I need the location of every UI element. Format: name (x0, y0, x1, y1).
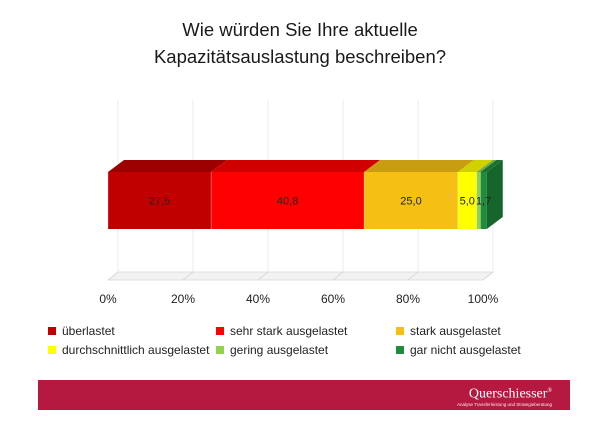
legend-label: durchschnittlich ausgelastet (62, 343, 210, 357)
legend-swatch (216, 327, 224, 335)
chart-title-line-2: Kapazitätsauslastung beschreiben? (153, 46, 447, 67)
bar-segment-top-sehr-stark-ausgelastet (211, 160, 381, 172)
data-label-stark-ausgelastet: 25,0 (400, 196, 421, 208)
legend-swatch (396, 327, 404, 335)
chart-title: Wie würden Sie Ihre aktuelle Kapazitätsa… (0, 16, 600, 70)
x-tick-label: 100% (468, 292, 499, 306)
bar-segment-top-gering-ausgelastet (476, 160, 497, 172)
legend-label: gar nicht ausgelastet (410, 343, 521, 357)
bar-segment-top-gar-nicht-ausgelastet (480, 160, 503, 172)
legend-item-durchschnittlich-ausgelastet: durchschnittlich ausgelastet (48, 343, 216, 357)
data-label-sehr-stark-ausgelastet: 40,8 (277, 196, 298, 208)
bar-side-face (486, 160, 503, 229)
legend-swatch (396, 346, 404, 354)
floor-gridline (332, 271, 344, 281)
legend-label: stark ausgelastet (410, 324, 501, 338)
bar-segment-stark-ausgelastet (364, 172, 458, 229)
chart-title-line-1: Wie würden Sie Ihre aktuelle (182, 19, 418, 40)
chart-legend: überlastet sehr stark ausgelastet stark au… (48, 324, 588, 357)
legend-item-ueberlastet: überlastet (48, 324, 216, 338)
legend-label: gering ausgelastet (230, 343, 329, 357)
legend-swatch (48, 327, 56, 335)
bar-segment-gering-ausgelastet (476, 172, 481, 229)
legend-label: überlastet (62, 324, 115, 338)
floor-gridline (257, 271, 269, 281)
legend-item-sehr-stark-ausgelastet: sehr stark ausgelastet (216, 324, 396, 338)
legend-label: sehr stark ausgelastet (230, 324, 348, 338)
querschiesser-logo: Querschiesser® Analyse Transferleistung … (457, 384, 552, 408)
legend-item-stark-ausgelastet: stark ausgelastet (396, 324, 576, 338)
logo-text: Querschiesser (468, 386, 548, 402)
x-tick-label: 80% (396, 292, 420, 306)
data-label-ueberlastet: 27,5 (149, 196, 170, 208)
bar-segment-top-durchschnittlich-ausgelastet (457, 160, 493, 172)
logo-registered-mark: ® (547, 388, 552, 394)
legend-swatch (216, 346, 224, 354)
floor-gridline (107, 271, 119, 281)
data-label-durchschnittlich-ausgelastet: 5,0 (460, 196, 475, 208)
bar-segment-ueberlastet (108, 172, 212, 229)
logo-subtitle: Analyse Transferleistung und Strategiebe… (456, 401, 552, 407)
data-label-gar-nicht-ausgelastet: 1,7 (476, 196, 491, 208)
legend-item-gar-nicht-ausgelastet: gar nicht ausgelastet (396, 343, 576, 357)
x-tick-label: 40% (246, 292, 270, 306)
legend-item-gering-ausgelastet: gering ausgelastet (216, 343, 396, 357)
floor-gridline (407, 271, 419, 281)
bar-segment-durchschnittlich-ausgelastet (457, 172, 477, 229)
bar-segment-top-stark-ausgelastet (364, 160, 474, 172)
x-tick-label: 20% (171, 292, 195, 306)
x-tick-label: 60% (321, 292, 345, 306)
floor-gridline (482, 271, 494, 281)
footer-band: Querschiesser® Analyse Transferleistung … (38, 380, 570, 410)
floor-gridline (182, 271, 194, 281)
chart-floor (106, 271, 495, 281)
bar-segment-sehr-stark-ausgelastet (211, 172, 365, 229)
legend-swatch (48, 346, 56, 354)
bar-segment-top-ueberlastet (108, 160, 228, 172)
x-tick-label: 0% (99, 292, 117, 306)
bar-segment-gar-nicht-ausgelastet (480, 172, 487, 229)
